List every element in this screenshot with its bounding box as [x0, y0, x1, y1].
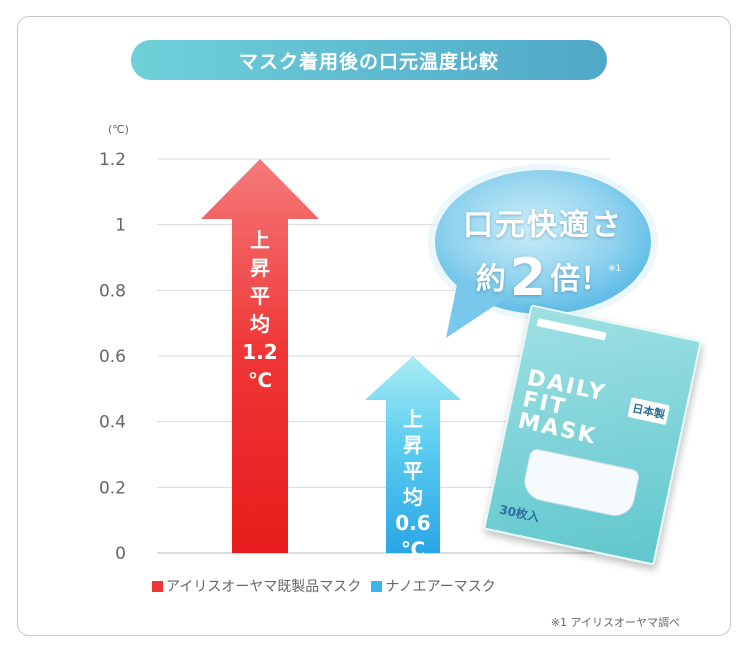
footnote: ※1 アイリスオーヤマ調べ [550, 616, 680, 629]
callout-bubble: 口元快適さ 約2 倍！ ※1 [418, 160, 668, 350]
y-tick-label: 0.8 [99, 281, 126, 301]
bar-data-label: 平 [403, 459, 423, 483]
y-tick-label: 0.6 [99, 347, 126, 367]
y-tick-label: 0 [115, 544, 126, 564]
callout-line1: 口元快適さ [463, 208, 623, 243]
chart-title-text: マスク着用後の口元温度比較 [238, 50, 499, 73]
bar-arrow-existing-mask [201, 159, 319, 553]
y-tick-label: 1 [115, 216, 126, 236]
bar-data-label: ℃ [401, 537, 425, 561]
y-tick-label: 0.4 [99, 413, 126, 433]
legend-swatch-blue [371, 580, 383, 592]
bar-data-label: ℃ [248, 368, 272, 392]
legend-item-1: アイリスオーヤマ既製品マスク [152, 576, 361, 596]
legend-label-2: ナノエアーマスク [385, 579, 496, 595]
bar-data-label: 平 [250, 284, 270, 308]
bar-data-label: 上 [403, 407, 423, 431]
legend: アイリスオーヤマ既製品マスク ナノエアーマスク [152, 576, 502, 596]
callout-pre: 約 [475, 262, 506, 297]
legend-swatch-red [152, 580, 163, 592]
y-unit-label: (℃) [108, 123, 129, 136]
bar-data-label: 昇 [250, 256, 270, 280]
callout-line2: 約2 倍！ [418, 248, 668, 308]
callout-bubble-shape [428, 164, 658, 338]
bar-data-label: 上 [250, 228, 270, 252]
legend-label-1: アイリスオーヤマ既製品マスク [166, 579, 362, 595]
chart-title: マスク着用後の口元温度比較 [131, 40, 607, 80]
bar-data-label: 均 [250, 312, 270, 336]
y-tick-label: 1.2 [99, 150, 126, 170]
callout-note-mark: ※1 [608, 264, 622, 274]
bar-arrow-nanoair-mask [365, 356, 461, 553]
bar-data-label: 均 [403, 485, 423, 509]
bar-data-label: 1.2 [242, 340, 277, 364]
bar-data-label: 昇 [403, 433, 423, 457]
legend-item-2: ナノエアーマスク [371, 576, 496, 596]
y-tick-label: 0.2 [99, 478, 126, 498]
callout-big-number: 2 [509, 248, 547, 308]
callout-post: 倍！ [550, 262, 611, 297]
bar-data-label: 0.6 [395, 511, 430, 535]
